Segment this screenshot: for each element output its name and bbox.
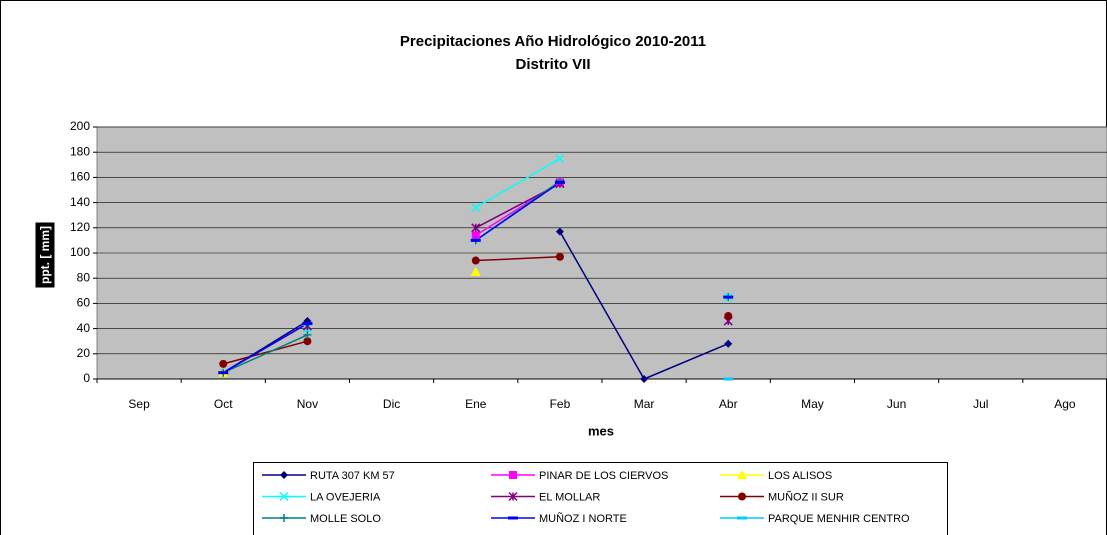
x-tick-label: Ago	[1054, 397, 1076, 411]
marker	[279, 491, 289, 502]
y-axis-label-box: ppt. [ mm]	[35, 222, 55, 288]
marker	[737, 470, 747, 479]
marker	[555, 227, 564, 236]
legend-label: LOS ALISOS	[768, 470, 832, 482]
marker	[723, 377, 734, 381]
marker	[555, 252, 564, 261]
x-tick-label: Nov	[297, 397, 318, 411]
legend-label: PINAR DE LOS CIERVOS	[539, 470, 668, 482]
y-axis-label: ppt. [ mm]	[38, 226, 52, 284]
x-tick-label: May	[801, 397, 824, 411]
y-tick-label: 120	[70, 220, 90, 234]
chart-title: Precipitaciones Año Hidrológico 2010-201…	[400, 33, 706, 50]
marker	[303, 330, 312, 339]
x-tick-label: Oct	[214, 397, 233, 411]
y-tick-label: 180	[70, 144, 90, 158]
marker	[508, 516, 518, 520]
x-tick-label: Mar	[634, 397, 655, 411]
marker	[471, 256, 480, 265]
marker	[280, 471, 288, 479]
marker	[724, 339, 733, 348]
marker	[303, 337, 312, 346]
marker	[554, 180, 565, 184]
chart-subtitle: Distrito VII	[515, 56, 590, 73]
marker	[555, 153, 565, 164]
y-tick-label: 0	[83, 371, 90, 385]
series-line	[475, 181, 561, 236]
x-tick-label: Jul	[973, 397, 988, 411]
y-tick-label: 100	[70, 245, 90, 259]
marker	[280, 514, 288, 522]
y-tick-label: 140	[70, 195, 90, 209]
x-tick-label: Ene	[465, 397, 487, 411]
marker	[640, 375, 649, 383]
legend-label: MUÑOZ II SUR	[768, 490, 844, 503]
legend-label: RUTA 307 KM 57	[310, 470, 395, 482]
y-tick-label: 160	[70, 170, 90, 184]
legend-label: PARQUE MENHIR CENTRO	[768, 513, 910, 525]
marker	[508, 491, 518, 502]
x-tick-label: Feb	[550, 397, 571, 411]
legend-label: MUÑOZ I NORTE	[539, 512, 627, 525]
x-tick-label: Dic	[383, 397, 400, 411]
legend-box	[253, 462, 948, 535]
y-tick-label: 60	[77, 296, 91, 310]
legend-label: MOLLE SOLO	[310, 513, 381, 525]
marker	[737, 516, 747, 520]
marker	[724, 312, 733, 320]
marker	[509, 471, 517, 479]
x-tick-label: Abr	[719, 397, 738, 411]
marker	[219, 359, 228, 368]
marker	[471, 223, 481, 233]
y-tick-label: 20	[77, 346, 91, 360]
x-axis-label: mes	[588, 423, 614, 438]
y-label-bg	[35, 222, 55, 288]
marker	[470, 238, 481, 242]
legend-label: EL MOLLAR	[539, 491, 600, 503]
marker	[218, 371, 229, 375]
legend-label: LA OVEJERIA	[310, 491, 381, 503]
y-tick-label: 200	[70, 119, 90, 133]
x-tick-label: Jun	[887, 397, 906, 411]
y-tick-label: 40	[77, 321, 91, 335]
marker	[470, 266, 481, 276]
marker	[471, 203, 481, 213]
marker	[471, 231, 480, 240]
x-tick-label: Sep	[128, 397, 150, 411]
marker	[738, 492, 746, 501]
y-tick-label: 80	[77, 270, 91, 284]
marker	[302, 322, 313, 326]
marker	[723, 295, 734, 299]
